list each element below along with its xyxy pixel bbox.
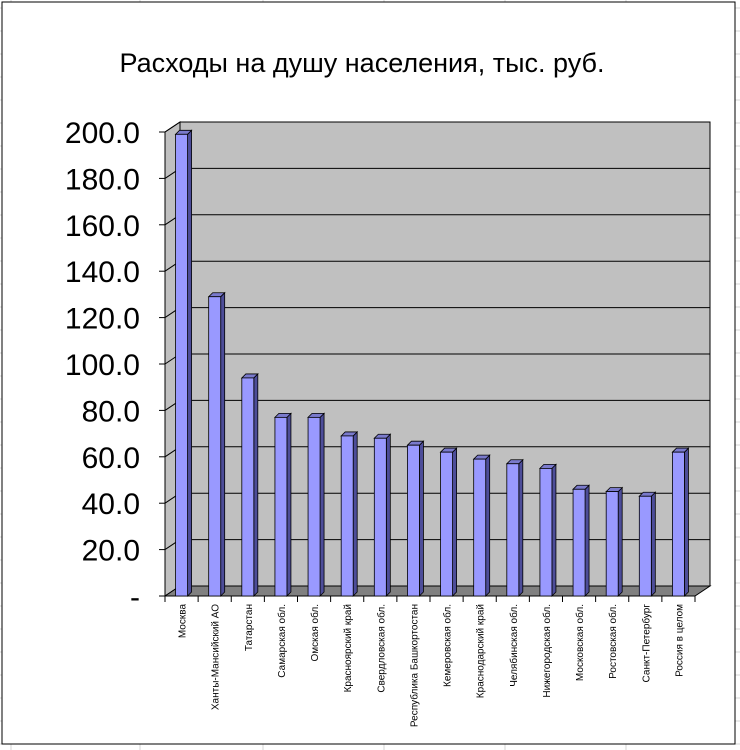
bar-side: [684, 447, 689, 597]
y-tick-label: 140.0: [65, 256, 140, 289]
y-tick-label: 40.0: [82, 488, 140, 521]
bar-side: [452, 447, 457, 597]
bar: [538, 463, 557, 597]
y-tick-label: 80.0: [82, 395, 140, 428]
x-tick-label: Самарская обл.: [276, 604, 288, 678]
bar: [572, 484, 591, 597]
bar-side: [419, 440, 424, 597]
x-tick-label: Татарстан: [244, 604, 255, 651]
y-axis: - 20.0 40.0 60.0 80.0 100.0 120.0 140.0 160.0 180…: [65, 117, 166, 614]
x-tick-label: Санкт-Петербург: [640, 604, 652, 683]
bar-side: [319, 412, 325, 597]
bar-front: [407, 444, 420, 597]
bar: [174, 129, 193, 597]
bar-front: [241, 377, 255, 597]
bar-front: [605, 491, 619, 597]
bar-front: [340, 435, 354, 597]
bar-front: [638, 495, 652, 597]
x-axis: Москва Ханты-Мансийский АО Татарстан Самарс…: [164, 596, 696, 727]
bar: [638, 491, 657, 597]
x-tick-label: Ханты-Мансийский АО: [211, 604, 222, 710]
bar-front: [274, 416, 288, 597]
bar-front: [572, 488, 586, 597]
bar-side: [220, 291, 226, 597]
bar: [505, 458, 524, 597]
bars: [174, 129, 690, 597]
bar-front: [440, 451, 453, 597]
bar-side: [352, 430, 358, 597]
chart-title: Расходы на душу населения, тыс. руб.: [120, 48, 605, 78]
bar-front: [208, 296, 222, 597]
bar: [605, 486, 624, 597]
bar-side: [286, 412, 292, 597]
y-tick-label: 160.0: [65, 210, 140, 243]
bar-front: [672, 451, 685, 597]
y-tick-label: 20.0: [82, 535, 140, 568]
x-tick-label: Москва: [178, 604, 189, 639]
bar-front: [506, 463, 520, 597]
bar-front: [473, 458, 487, 597]
x-tick-label: Свердловская обл.: [375, 604, 387, 693]
bar: [340, 430, 359, 597]
y-tick-label: 120.0: [65, 303, 140, 336]
bar-side: [584, 484, 590, 597]
bar-front: [175, 133, 188, 597]
bar: [472, 454, 491, 597]
x-tick-label: Ростовская обл.: [607, 604, 619, 679]
bar: [307, 412, 326, 597]
bar-side: [187, 129, 192, 597]
bar-side: [551, 463, 557, 597]
x-tick-label: Россия в целом: [674, 604, 685, 677]
gridline-side: [164, 121, 181, 133]
y-tick-label: 180.0: [65, 163, 140, 196]
bar-side: [650, 491, 656, 597]
bar: [439, 447, 458, 597]
bar-front: [373, 437, 387, 597]
x-tick-label: Московская обл.: [574, 604, 586, 681]
bar-front: [539, 467, 553, 597]
bar-side: [485, 454, 491, 597]
x-tick-label: Нижегородская обл.: [541, 604, 553, 698]
y-tick-label: 60.0: [82, 442, 140, 475]
y-tick-label: -: [130, 581, 140, 614]
bar: [406, 440, 425, 597]
bar-side: [518, 458, 524, 597]
bar: [373, 433, 392, 597]
x-tick-label: Республика Башкортостан: [408, 604, 420, 727]
bar-side: [617, 486, 623, 597]
y-tick-label: 200.0: [65, 117, 140, 150]
x-tick-label: Челябинская обл.: [508, 604, 520, 687]
bar: [671, 447, 690, 597]
bar: [240, 372, 259, 597]
bar-front: [307, 416, 321, 597]
bar-side: [385, 433, 391, 597]
bar-side: [253, 372, 259, 597]
x-tick-label: Красноярский край: [343, 604, 354, 692]
x-tick-label: Омская обл.: [309, 604, 321, 661]
bar: [273, 412, 292, 597]
x-tick-label: Краснодарский край: [476, 604, 487, 698]
x-tick-label: Кемеровская обл.: [442, 604, 454, 687]
bar: [207, 291, 226, 597]
y-tick-label: 100.0: [65, 349, 140, 382]
